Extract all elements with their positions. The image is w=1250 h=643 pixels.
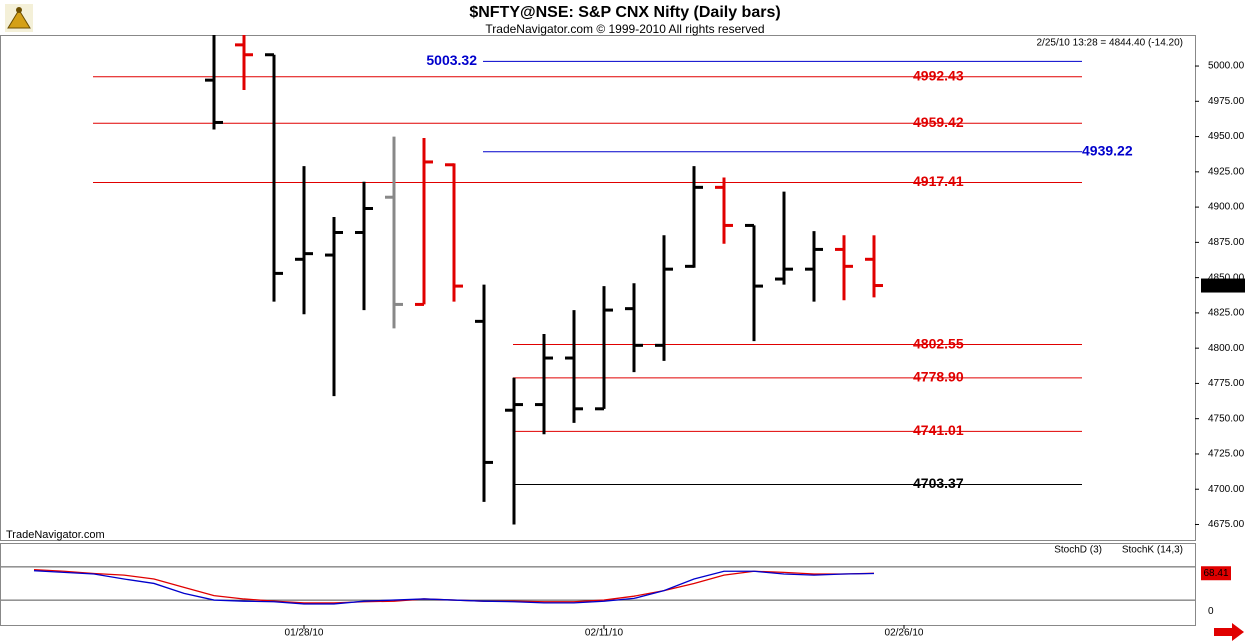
level-label: 4917.41 bbox=[913, 173, 964, 189]
y-tick-label: 4775.00 bbox=[1208, 378, 1245, 389]
y-tick-label: 4850.00 bbox=[1208, 272, 1245, 283]
level-label: 4778.90 bbox=[913, 369, 964, 385]
ohlc-bar bbox=[475, 284, 493, 502]
ohlc-bar bbox=[355, 181, 373, 311]
indicator-panel bbox=[0, 543, 1196, 626]
ohlc-bar bbox=[655, 235, 673, 361]
chart-subtitle: TradeNavigator.com © 1999-2010 All right… bbox=[485, 22, 764, 36]
ohlc-bar bbox=[805, 231, 823, 302]
ohlc-bar bbox=[715, 177, 733, 244]
y-tick-label: 5000.00 bbox=[1208, 61, 1245, 72]
indicator-line bbox=[33, 570, 875, 605]
level-label: 4992.43 bbox=[913, 67, 964, 83]
last-value-label: 4844.40 bbox=[1205, 280, 1242, 291]
scroll-arrow[interactable] bbox=[1214, 623, 1244, 641]
y-tick-label: 4875.00 bbox=[1208, 237, 1245, 248]
level-label: 4959.42 bbox=[913, 114, 964, 130]
ohlc-bar bbox=[625, 283, 643, 373]
ohlc-bar bbox=[775, 191, 793, 285]
quote-info: 2/25/10 13:28 = 4844.40 (-14.20) bbox=[1036, 38, 1183, 49]
ohlc-bar bbox=[235, 35, 253, 91]
level-label: 5003.32 bbox=[426, 52, 477, 68]
y-tick-label: 4950.00 bbox=[1208, 131, 1245, 142]
x-tick-label: 02/26/10 bbox=[885, 628, 924, 639]
indicator-tick-label: 0 bbox=[1208, 606, 1214, 617]
level-label: 4802.55 bbox=[913, 335, 964, 351]
ohlc-bar bbox=[445, 163, 463, 302]
y-tick-label: 4800.00 bbox=[1208, 343, 1245, 354]
y-tick-label: 4675.00 bbox=[1208, 519, 1245, 530]
ohlc-bar bbox=[415, 137, 433, 306]
indicator-value-label: 68.41 bbox=[1203, 568, 1228, 579]
ohlc-bar bbox=[865, 235, 883, 298]
indicator-plot bbox=[1, 566, 1195, 605]
ohlc-bar bbox=[835, 235, 853, 301]
y-tick-label: 4700.00 bbox=[1208, 484, 1245, 495]
chart-title: $NFTY@NSE: S&P CNX Nifty (Daily bars) bbox=[469, 4, 780, 21]
watermark: TradeNavigator.com bbox=[6, 529, 105, 541]
level-label: 4703.37 bbox=[913, 475, 964, 491]
logo bbox=[5, 4, 33, 32]
last-value-box bbox=[1201, 278, 1245, 293]
y-tick-label: 4825.00 bbox=[1208, 308, 1245, 319]
ohlc-bar bbox=[685, 166, 703, 268]
ohlc-bar bbox=[505, 377, 523, 525]
ohlc-bar bbox=[535, 334, 553, 435]
ohlc-bar bbox=[565, 310, 583, 423]
y-tick-label: 4925.00 bbox=[1208, 166, 1245, 177]
ohlc-bar bbox=[205, 35, 223, 130]
ohlc-bar bbox=[745, 223, 763, 342]
price-panel bbox=[0, 35, 1196, 541]
price-plot bbox=[93, 35, 1082, 525]
indicator-value-box bbox=[1201, 566, 1231, 581]
ohlc-bar bbox=[325, 216, 343, 397]
level-label: 4939.22 bbox=[1082, 142, 1133, 158]
ohlc-bar bbox=[265, 53, 283, 302]
legend-entry: StochK (14,3) bbox=[1122, 545, 1183, 556]
ohlc-bar bbox=[595, 286, 613, 411]
ohlc-bar bbox=[295, 166, 313, 315]
y-tick-label: 4975.00 bbox=[1208, 96, 1245, 107]
x-tick-label: 01/28/10 bbox=[285, 628, 324, 639]
x-tick-label: 02/11/10 bbox=[585, 628, 624, 639]
legend-entry: StochD (3) bbox=[1054, 545, 1102, 556]
ohlc-bar bbox=[385, 136, 403, 329]
y-tick-label: 4750.00 bbox=[1208, 413, 1245, 424]
y-tick-label: 4725.00 bbox=[1208, 449, 1245, 460]
y-tick-label: 4900.00 bbox=[1208, 202, 1245, 213]
level-label: 4741.01 bbox=[913, 422, 964, 438]
